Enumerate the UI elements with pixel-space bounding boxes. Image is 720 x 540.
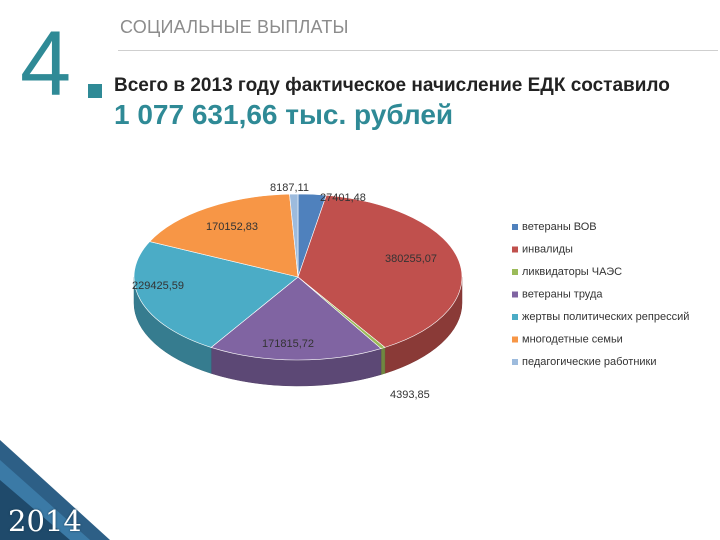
legend-label-3: ветераны труда xyxy=(522,289,603,301)
legend-label-4: жертвы политических репрессий xyxy=(522,311,689,323)
legend-swatch-4 xyxy=(512,314,518,320)
pie-value-label-1: 380255,07 xyxy=(385,253,437,265)
legend-label-6: педагогические работники xyxy=(522,356,657,368)
slide-number-dot xyxy=(88,84,102,98)
legend-label-5: многодетные семьи xyxy=(522,334,623,346)
slide-number: 4 xyxy=(20,13,71,115)
pie-slice-5 xyxy=(149,193,299,278)
year-label: 2014 xyxy=(8,504,82,538)
section-title: СОЦИАЛЬНЫЕ ВЫПЛАТЫ xyxy=(120,17,349,37)
pie-value-label-0: 27401,48 xyxy=(320,192,366,204)
pie-value-label-3: 171815,72 xyxy=(262,338,314,350)
pie-top xyxy=(133,193,463,361)
corner-decoration xyxy=(0,440,110,540)
legend-swatch-3 xyxy=(512,291,518,298)
legend-label-0: ветераны ВОВ xyxy=(522,221,597,233)
subtitle: Всего в 2013 году фактическое начисление… xyxy=(114,75,670,96)
chart-legend: ветераны ВОВ инвалиды ликвидаторы ЧАЭС вете… xyxy=(512,221,689,368)
legend-swatch-5 xyxy=(512,336,518,343)
pie-value-label-4: 229425,59 xyxy=(132,280,184,292)
legend-swatch-6 xyxy=(512,359,518,365)
pie-slice-3 xyxy=(210,276,382,361)
legend-label-1: инвалиды xyxy=(522,244,573,256)
pie-slice-4 xyxy=(133,241,299,348)
pie-value-labels: 27401,48 380255,07 4393,85 171815,72 229425,… xyxy=(132,182,437,401)
pie-slice-1 xyxy=(297,194,463,348)
pie-value-label-2: 4393,85 xyxy=(390,389,430,401)
pie-side-2 xyxy=(380,347,386,375)
pie-slice-6 xyxy=(289,193,299,278)
pie-value-label-6: 8187,11 xyxy=(270,182,309,194)
legend-label-2: ликвидаторы ЧАЭС xyxy=(522,266,622,278)
title-divider xyxy=(118,50,718,51)
legend-swatch-0 xyxy=(512,224,518,230)
pie-value-label-5: 170152,83 xyxy=(206,221,258,233)
legend-swatch-2 xyxy=(512,269,518,275)
total-amount: 1 077 631,66 тыс. рублей xyxy=(114,99,454,130)
legend-swatch-1 xyxy=(512,246,518,253)
